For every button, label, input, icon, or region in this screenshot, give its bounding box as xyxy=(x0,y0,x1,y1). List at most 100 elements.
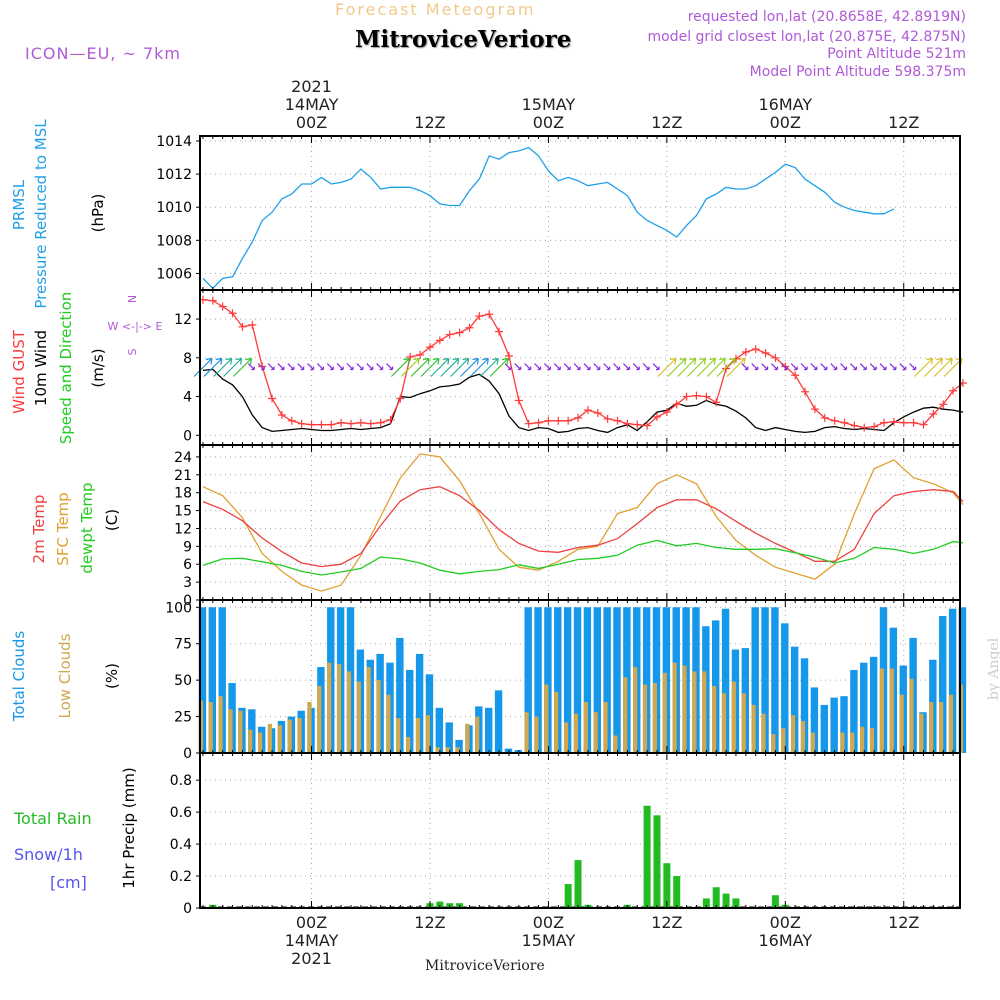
wind-gust-point xyxy=(603,414,612,423)
low-cloud-bar xyxy=(208,702,213,753)
low-cloud-bar xyxy=(307,702,312,753)
total-cloud-bar xyxy=(939,616,947,753)
y-tick-label-precip: 0.8 xyxy=(170,773,192,789)
pressure-label-short: PRMSL xyxy=(10,179,28,230)
low-cloud-bar xyxy=(721,693,727,753)
chart-top-title: Forecast Meteogram xyxy=(335,0,536,19)
low-cloud-bar xyxy=(781,728,786,753)
wind-gust-point xyxy=(574,413,583,422)
wind-direction-arrow xyxy=(706,357,726,377)
y-tick-label-clouds: 50 xyxy=(174,673,192,689)
wind-direction-arrow xyxy=(410,357,430,377)
y-tick-label-clouds: 100 xyxy=(165,600,192,616)
wind-direction-arrow xyxy=(726,357,746,377)
low-cloud-bar xyxy=(435,747,440,753)
low-cloud-bar xyxy=(406,736,411,753)
wind-direction-arrow xyxy=(573,363,581,371)
wind-direction-arrow xyxy=(800,363,808,371)
top-time-label: 2021 xyxy=(291,77,332,96)
low-cloud-bar xyxy=(692,671,697,753)
wind-gust-point xyxy=(820,413,829,422)
low-cloud-bar xyxy=(613,735,618,753)
low-cloud-bar xyxy=(563,722,569,753)
total-cloud-bar xyxy=(781,623,789,753)
wind-gust-point xyxy=(840,418,849,427)
wind-gust-point xyxy=(613,416,622,425)
wind-direction-arrow xyxy=(553,363,561,371)
wind-direction-arrow xyxy=(593,363,601,371)
t2m-label: 2m Temp xyxy=(30,495,48,564)
bottom-time-label: 15MAY xyxy=(522,931,576,950)
y-tick-label-temp: 21 xyxy=(174,468,192,484)
wind-direction-arrow xyxy=(479,357,499,377)
wind-direction-arrow xyxy=(687,357,707,377)
low-cloud-bar xyxy=(238,710,243,753)
low-clouds-label: Low Clouds xyxy=(56,633,74,718)
wind-gust-point xyxy=(672,400,681,409)
watermark: by Angel xyxy=(986,637,1000,700)
bottom-time-label: 14MAY xyxy=(285,931,339,950)
low-cloud-bar xyxy=(544,684,549,753)
total-cloud-bar xyxy=(603,607,611,753)
bottom-time-label: 00Z xyxy=(296,913,327,932)
wind-direction-arrow xyxy=(751,363,759,371)
bottom-time-label: 12Z xyxy=(414,913,445,932)
rain-bar xyxy=(722,893,730,908)
wind-gust-point xyxy=(514,396,523,405)
low-cloud-bar xyxy=(415,718,421,753)
wind-gust-point xyxy=(435,336,444,345)
wind-unit-label: (m/s) xyxy=(89,348,107,387)
wind-direction-arrow xyxy=(534,363,542,371)
station-title: MitroviceVeriore xyxy=(355,26,572,53)
y-tick-label-pressure: 1014 xyxy=(156,134,192,150)
y-tick-label-temp: 6 xyxy=(183,557,192,573)
low-cloud-bar xyxy=(712,685,717,753)
wind-gust-point xyxy=(633,420,642,429)
wind-gust-point xyxy=(317,420,326,429)
wind-gust-point xyxy=(228,309,237,318)
wind-direction-arrow xyxy=(879,363,887,371)
wind-gust-point xyxy=(287,416,296,425)
low-cloud-bar xyxy=(257,732,263,753)
total-cloud-bar xyxy=(484,707,493,753)
y-tick-label-pressure: 1006 xyxy=(156,266,192,282)
top-time-label: 12Z xyxy=(414,113,445,132)
low-cloud-bar xyxy=(929,702,934,753)
wind-direction-arrow xyxy=(869,363,877,371)
rain-bar xyxy=(574,860,582,908)
low-cloud-bar xyxy=(869,728,875,753)
low-cloud-bar xyxy=(386,694,391,753)
wind-gust-point xyxy=(386,415,395,424)
compass-we: W <-|-> E xyxy=(108,320,163,333)
wind-gust-point xyxy=(643,421,652,430)
total-cloud-bar xyxy=(573,607,582,753)
rain-bar xyxy=(436,901,444,908)
total-cloud-bar xyxy=(445,722,453,753)
low-cloud-bar xyxy=(445,747,450,753)
total-cloud-bar xyxy=(208,607,217,753)
wind-gust-point xyxy=(327,420,336,429)
wind-direction-arrow xyxy=(780,363,788,371)
low-cloud-bar xyxy=(761,713,766,753)
bottom-time-label: 12Z xyxy=(651,913,682,932)
wind-gust-point xyxy=(337,418,346,427)
wind-direction-arrow xyxy=(716,357,736,377)
wind-gust-point xyxy=(702,392,711,401)
wind-direction-arrow xyxy=(583,363,591,371)
point-altitude: Point Altitude 521m xyxy=(827,46,966,62)
panel-frame-pressure xyxy=(199,135,961,291)
y-tick-label-pressure: 1010 xyxy=(156,200,192,216)
top-time-label: 14MAY xyxy=(285,95,339,114)
wind-gust-point xyxy=(929,410,938,418)
wind-gust-point xyxy=(899,418,908,427)
wind-gust-point xyxy=(347,419,356,428)
total-cloud-bar xyxy=(810,687,819,753)
low-cloud-bar xyxy=(218,696,223,753)
total-cloud-bar xyxy=(396,637,404,753)
wind-gust-point xyxy=(722,364,731,373)
total-cloud-bar xyxy=(455,739,463,753)
wind-gust-point xyxy=(682,392,691,401)
low-cloud-bar xyxy=(939,702,944,753)
rain-bar xyxy=(663,863,671,908)
total-cloud-bar xyxy=(790,646,799,753)
